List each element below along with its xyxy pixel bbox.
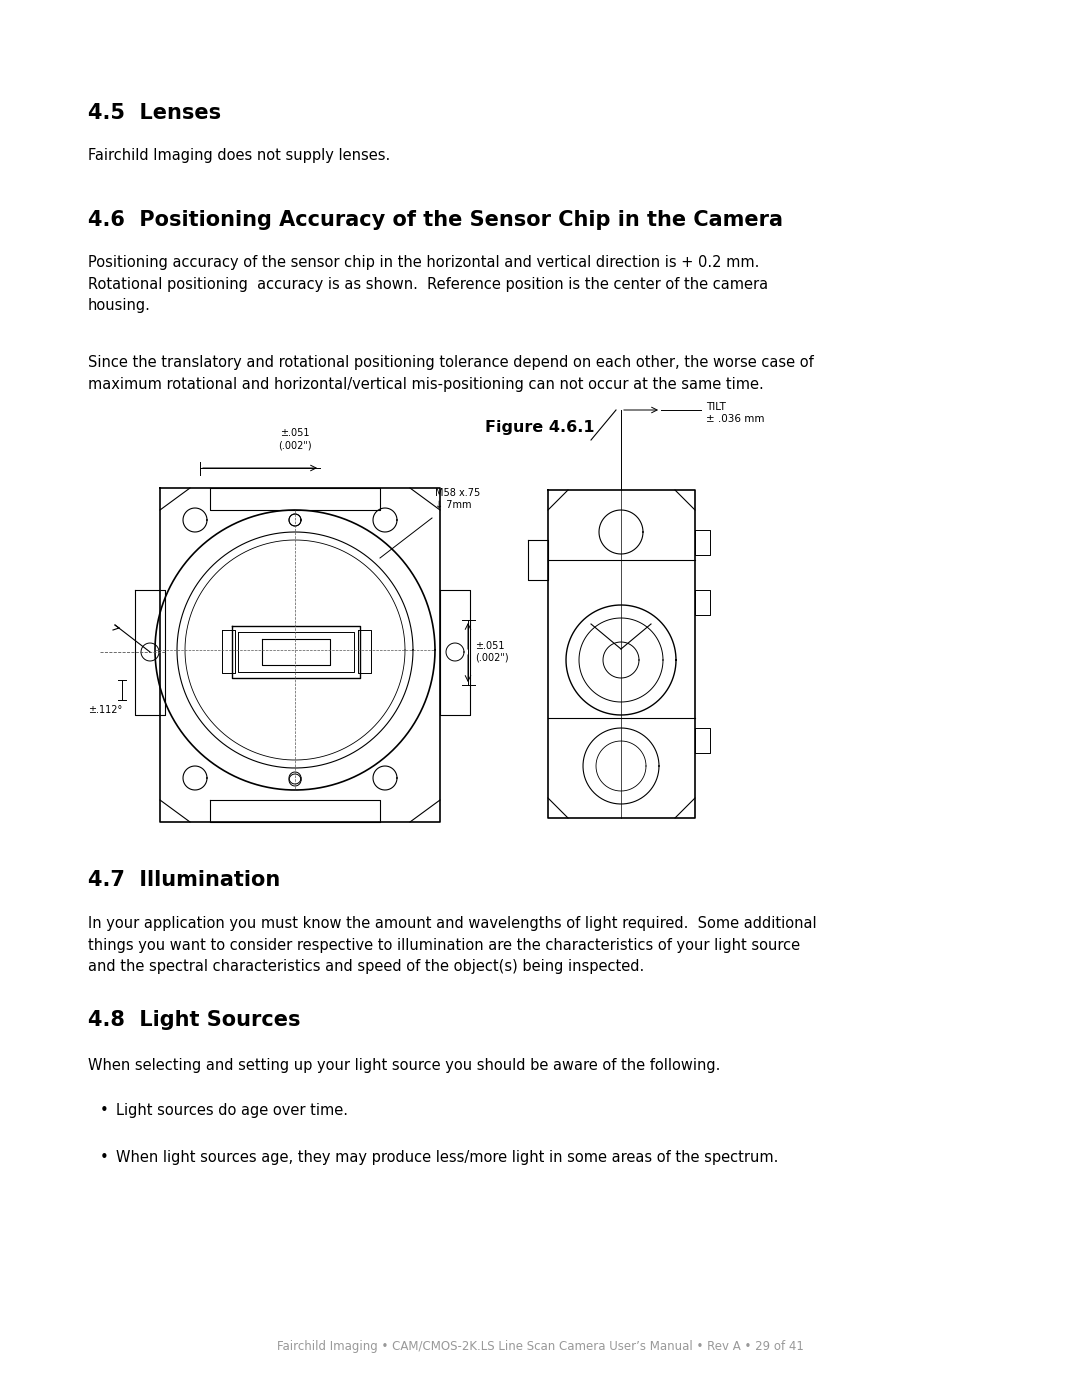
Text: Fairchild Imaging does not supply lenses.: Fairchild Imaging does not supply lenses… xyxy=(87,148,390,163)
Polygon shape xyxy=(238,631,354,672)
Polygon shape xyxy=(548,490,696,819)
Text: ±.112°: ±.112° xyxy=(87,705,122,715)
Text: Fairchild Imaging • CAM/CMOS-2K.LS Line Scan Camera User’s Manual • Rev A • 29 o: Fairchild Imaging • CAM/CMOS-2K.LS Line … xyxy=(276,1340,804,1354)
Polygon shape xyxy=(232,626,360,678)
Polygon shape xyxy=(289,514,301,527)
Polygon shape xyxy=(177,532,413,768)
Polygon shape xyxy=(373,509,397,532)
Polygon shape xyxy=(289,774,301,787)
Text: In your application you must know the amount and wavelengths of light required. : In your application you must know the am… xyxy=(87,916,816,974)
Polygon shape xyxy=(599,510,643,555)
Text: Figure 4.6.1: Figure 4.6.1 xyxy=(485,420,595,434)
Polygon shape xyxy=(141,643,159,661)
Polygon shape xyxy=(696,728,710,753)
Text: Positioning accuracy of the sensor chip in the horizontal and vertical direction: Positioning accuracy of the sensor chip … xyxy=(87,256,768,313)
Polygon shape xyxy=(579,617,663,703)
Text: 4.6  Positioning Accuracy of the Sensor Chip in the Camera: 4.6 Positioning Accuracy of the Sensor C… xyxy=(87,210,783,231)
Polygon shape xyxy=(210,800,380,821)
Text: ±.051
(.002"): ±.051 (.002") xyxy=(279,429,312,450)
Text: ±.051
(.002"): ±.051 (.002") xyxy=(475,641,509,662)
Polygon shape xyxy=(289,773,301,784)
Text: •: • xyxy=(100,1150,109,1165)
Polygon shape xyxy=(135,590,165,715)
Polygon shape xyxy=(210,488,380,510)
Text: 4.7  Illumination: 4.7 Illumination xyxy=(87,870,280,890)
Polygon shape xyxy=(528,541,548,580)
Polygon shape xyxy=(446,643,464,661)
Polygon shape xyxy=(373,766,397,789)
Polygon shape xyxy=(696,590,710,615)
Text: Since the translatory and rotational positioning tolerance depend on each other,: Since the translatory and rotational pos… xyxy=(87,355,813,391)
Text: TILT
± .036 mm: TILT ± .036 mm xyxy=(706,402,765,423)
Polygon shape xyxy=(183,509,207,532)
Polygon shape xyxy=(596,740,646,791)
Polygon shape xyxy=(185,541,405,760)
Polygon shape xyxy=(156,510,435,789)
Polygon shape xyxy=(160,488,440,821)
Text: M58 x.75
↓ 7mm: M58 x.75 ↓ 7mm xyxy=(435,489,481,510)
Text: •: • xyxy=(100,1104,109,1118)
Polygon shape xyxy=(696,529,710,555)
Polygon shape xyxy=(222,630,235,673)
Polygon shape xyxy=(289,514,301,527)
Polygon shape xyxy=(440,590,470,715)
Text: Light sources do age over time.: Light sources do age over time. xyxy=(116,1104,348,1118)
Polygon shape xyxy=(262,638,330,665)
Polygon shape xyxy=(183,766,207,789)
Text: 4.8  Light Sources: 4.8 Light Sources xyxy=(87,1010,300,1030)
Polygon shape xyxy=(566,605,676,715)
Text: 4.5  Lenses: 4.5 Lenses xyxy=(87,103,221,123)
Text: When selecting and setting up your light source you should be aware of the follo: When selecting and setting up your light… xyxy=(87,1058,720,1073)
Polygon shape xyxy=(583,728,659,805)
Polygon shape xyxy=(357,630,372,673)
Text: When light sources age, they may produce less/more light in some areas of the sp: When light sources age, they may produce… xyxy=(116,1150,779,1165)
Polygon shape xyxy=(603,643,639,678)
